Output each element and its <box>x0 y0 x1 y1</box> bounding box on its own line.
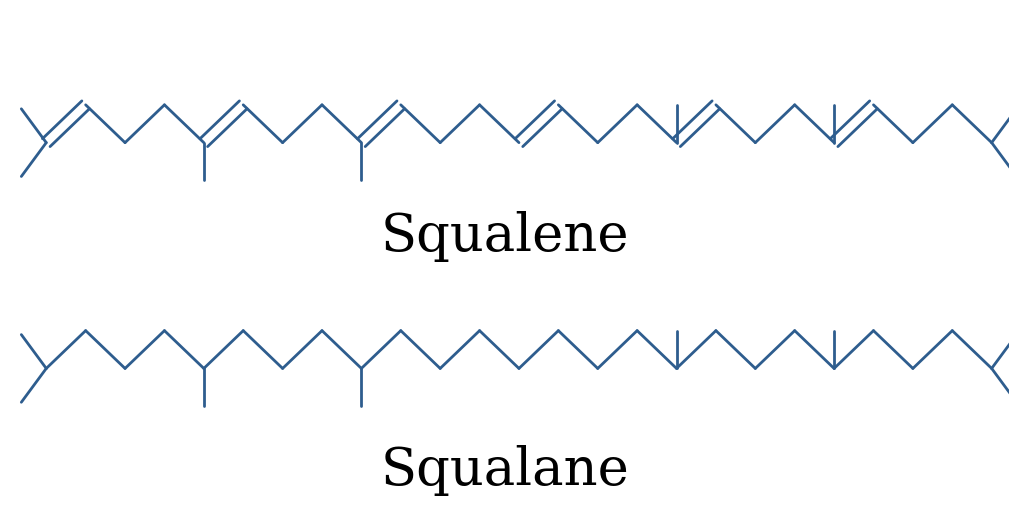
Text: Squalene: Squalene <box>381 211 629 261</box>
Text: Squalane: Squalane <box>381 445 629 496</box>
